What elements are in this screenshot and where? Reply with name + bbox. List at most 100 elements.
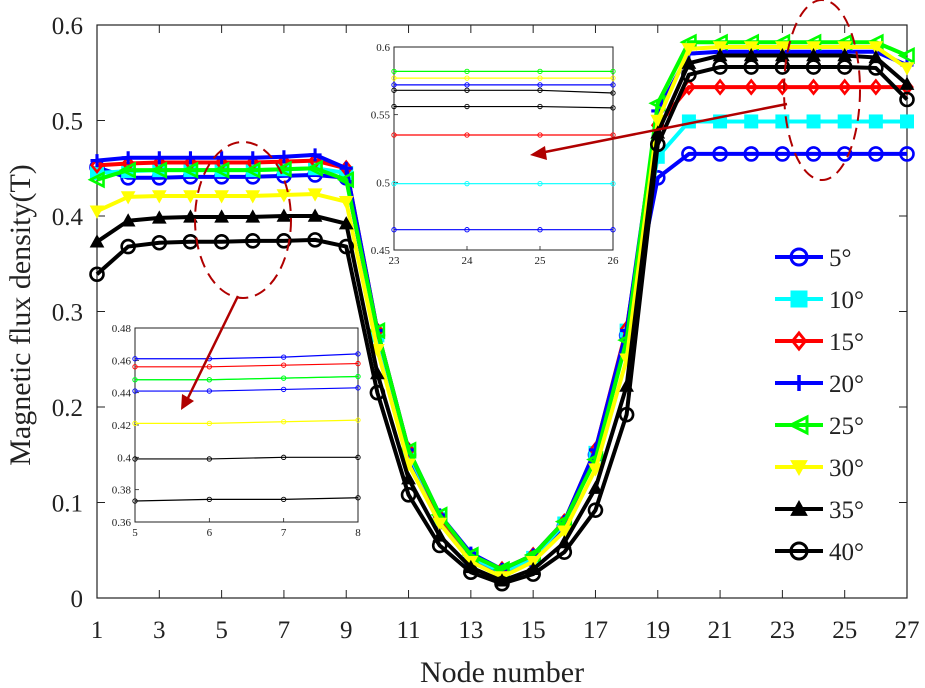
inset-data-point bbox=[464, 75, 470, 81]
data-point bbox=[151, 210, 167, 224]
data-point bbox=[463, 564, 479, 581]
inset-series-40deg bbox=[132, 495, 361, 504]
data-point bbox=[399, 441, 417, 459]
data-point bbox=[868, 41, 884, 55]
legend-marker bbox=[790, 290, 808, 308]
data-point bbox=[244, 233, 261, 249]
data-point bbox=[338, 195, 354, 210]
data-point bbox=[588, 463, 603, 477]
inset-series-25deg bbox=[132, 373, 361, 383]
data-point bbox=[744, 114, 759, 129]
inset-data-point bbox=[610, 68, 616, 75]
inset-data-point bbox=[206, 420, 212, 427]
x-tick-label: 15 bbox=[521, 617, 546, 644]
data-point bbox=[806, 114, 821, 129]
y-tick-label: 0.5 bbox=[52, 109, 83, 136]
legend-label: 25° bbox=[829, 413, 864, 440]
data-point bbox=[214, 190, 229, 204]
y-tick-label: 0.3 bbox=[52, 300, 83, 327]
data-point bbox=[868, 114, 883, 129]
data-point bbox=[681, 66, 697, 83]
legend-marker bbox=[790, 460, 808, 477]
inset-data-point bbox=[206, 377, 212, 383]
x-tick-label: 21 bbox=[708, 617, 733, 644]
inset-series-15deg bbox=[391, 132, 616, 138]
data-point bbox=[149, 161, 168, 179]
inset-series-line bbox=[135, 353, 359, 360]
inset-data-point bbox=[355, 495, 361, 501]
legend-label: 5° bbox=[829, 245, 852, 272]
inset-series-40deg bbox=[391, 103, 616, 111]
inset-series-line bbox=[134, 497, 359, 502]
inset-y-tick-label: 0.6 bbox=[376, 42, 390, 54]
main-plot-marks: 1 3 5 7 9 11 13 15 17 19 21 23 25 2700.10.20.30.40.50… bbox=[52, 13, 920, 644]
legend-label: 30° bbox=[829, 455, 864, 482]
data-point bbox=[525, 566, 541, 582]
inset-data-point bbox=[610, 181, 616, 187]
data-point bbox=[494, 575, 510, 592]
data-point bbox=[774, 59, 791, 75]
data-point bbox=[836, 146, 853, 162]
data-point bbox=[681, 146, 697, 162]
inset-data-point bbox=[537, 227, 543, 233]
inset-data-point bbox=[537, 181, 543, 187]
data-point bbox=[276, 233, 292, 249]
data-point bbox=[308, 148, 322, 162]
inset-data-point bbox=[206, 496, 212, 503]
data-point bbox=[246, 151, 260, 165]
data-point bbox=[712, 146, 728, 162]
data-point bbox=[276, 208, 292, 222]
inset-series-line bbox=[135, 375, 359, 381]
inset-data-point bbox=[610, 75, 616, 81]
inset-x-tick-label: 25 bbox=[535, 255, 547, 267]
inset-right-plot: 23 24 25 26 0.45 0.5 0.55 0.6 bbox=[371, 42, 619, 267]
inset-y-tick-label: 0.44 bbox=[112, 388, 132, 400]
data-point bbox=[897, 46, 915, 65]
data-point bbox=[743, 59, 760, 75]
data-point bbox=[369, 384, 386, 401]
data-point bbox=[339, 161, 353, 175]
inset-series-5deg bbox=[391, 227, 616, 233]
inset-data-point bbox=[610, 105, 616, 111]
data-point bbox=[588, 480, 603, 494]
x-tick-label: 27 bbox=[895, 617, 920, 644]
inset-data-point bbox=[464, 82, 470, 88]
x-tick-label: 9 bbox=[340, 617, 353, 644]
inset-data-point bbox=[132, 377, 138, 383]
legend-item: 25° bbox=[775, 413, 864, 440]
series-line bbox=[95, 65, 909, 586]
inset-data-point bbox=[610, 227, 616, 233]
inset-data-point bbox=[464, 227, 470, 233]
y-tick-label: 0.2 bbox=[52, 395, 83, 422]
data-point bbox=[836, 59, 853, 75]
legend-item: 40° bbox=[775, 539, 864, 566]
inset-data-point bbox=[132, 388, 138, 394]
inset-data-point bbox=[132, 498, 138, 504]
y-tick-label: 0 bbox=[71, 586, 84, 613]
data-point bbox=[245, 190, 261, 204]
inset-x-tick-label: 23 bbox=[389, 255, 401, 267]
inset-data-point bbox=[132, 420, 138, 427]
data-point bbox=[121, 151, 135, 165]
inset-y-tick-label: 0.36 bbox=[112, 517, 132, 529]
inset-data-point bbox=[537, 75, 543, 81]
inset-y-tick-label: 0.55 bbox=[371, 110, 391, 122]
data-point bbox=[215, 151, 229, 165]
data-point bbox=[837, 41, 853, 55]
inset-data-point bbox=[355, 385, 361, 391]
inset-series-line bbox=[394, 105, 614, 109]
x-tick-label: 1 bbox=[91, 617, 104, 644]
data-point bbox=[367, 321, 386, 340]
data-point bbox=[181, 161, 199, 179]
data-point bbox=[900, 114, 914, 129]
inset-series-line bbox=[135, 456, 358, 460]
inset-data-point bbox=[281, 354, 287, 360]
zoom-arrow-left bbox=[184, 295, 240, 403]
inset-data-point bbox=[391, 82, 397, 88]
inset-data-point bbox=[355, 417, 361, 423]
legend-marker bbox=[790, 330, 808, 352]
inset-data-point bbox=[464, 181, 470, 187]
data-point bbox=[183, 151, 197, 165]
inset-data-point bbox=[281, 375, 287, 381]
inset-data-point bbox=[132, 456, 138, 462]
